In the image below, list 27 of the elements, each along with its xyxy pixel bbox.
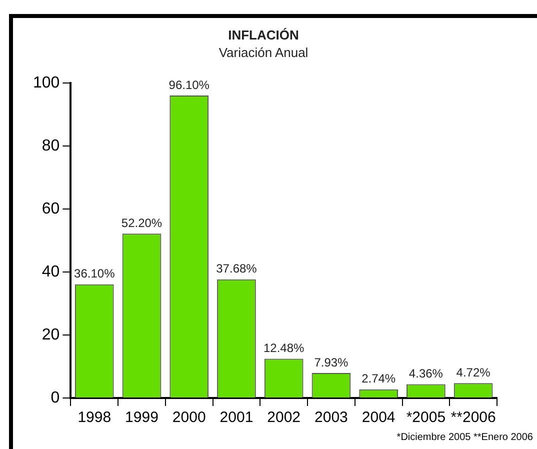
x-tick-label: 2002 [267, 409, 301, 426]
x-tick-label: **2006 [450, 409, 496, 426]
y-tick-label: 40 [42, 263, 60, 280]
data-label: 2.74% [362, 372, 396, 386]
data-label: 4.36% [408, 366, 444, 381]
x-tick-label: *2005 [406, 409, 446, 426]
data-label: 7.93% [314, 355, 349, 370]
y-tick-label: 100 [32, 74, 60, 92]
x-tick-label: 2001 [220, 409, 254, 426]
x-tick-label: 2000 [172, 409, 206, 426]
x-tick-label: 1998 [78, 409, 112, 426]
text: *Diciembre 2005 **Enero 2006 [396, 432, 533, 443]
x-tick-label: 2004 [362, 409, 396, 426]
chart-subtitle: Variación Anual [218, 44, 308, 60]
data-label: 36.10% [74, 266, 116, 281]
y-tick-label: 80 [42, 138, 60, 155]
data-label: 37.68% [216, 262, 258, 276]
y-tick-label: 20 [42, 326, 60, 344]
y-tick-label: 0 [50, 389, 60, 406]
x-tick-label: 2003 [314, 409, 348, 426]
chart-title: INFLACIÓN [228, 27, 299, 42]
data-label: 52.20% [121, 216, 162, 230]
data-label: 96.10% [168, 78, 210, 92]
x-tick-label: 1999 [125, 409, 158, 426]
y-tick-label: 60 [42, 200, 60, 218]
data-label: 12.48% [263, 341, 305, 356]
data-label: 4.72% [456, 365, 491, 380]
